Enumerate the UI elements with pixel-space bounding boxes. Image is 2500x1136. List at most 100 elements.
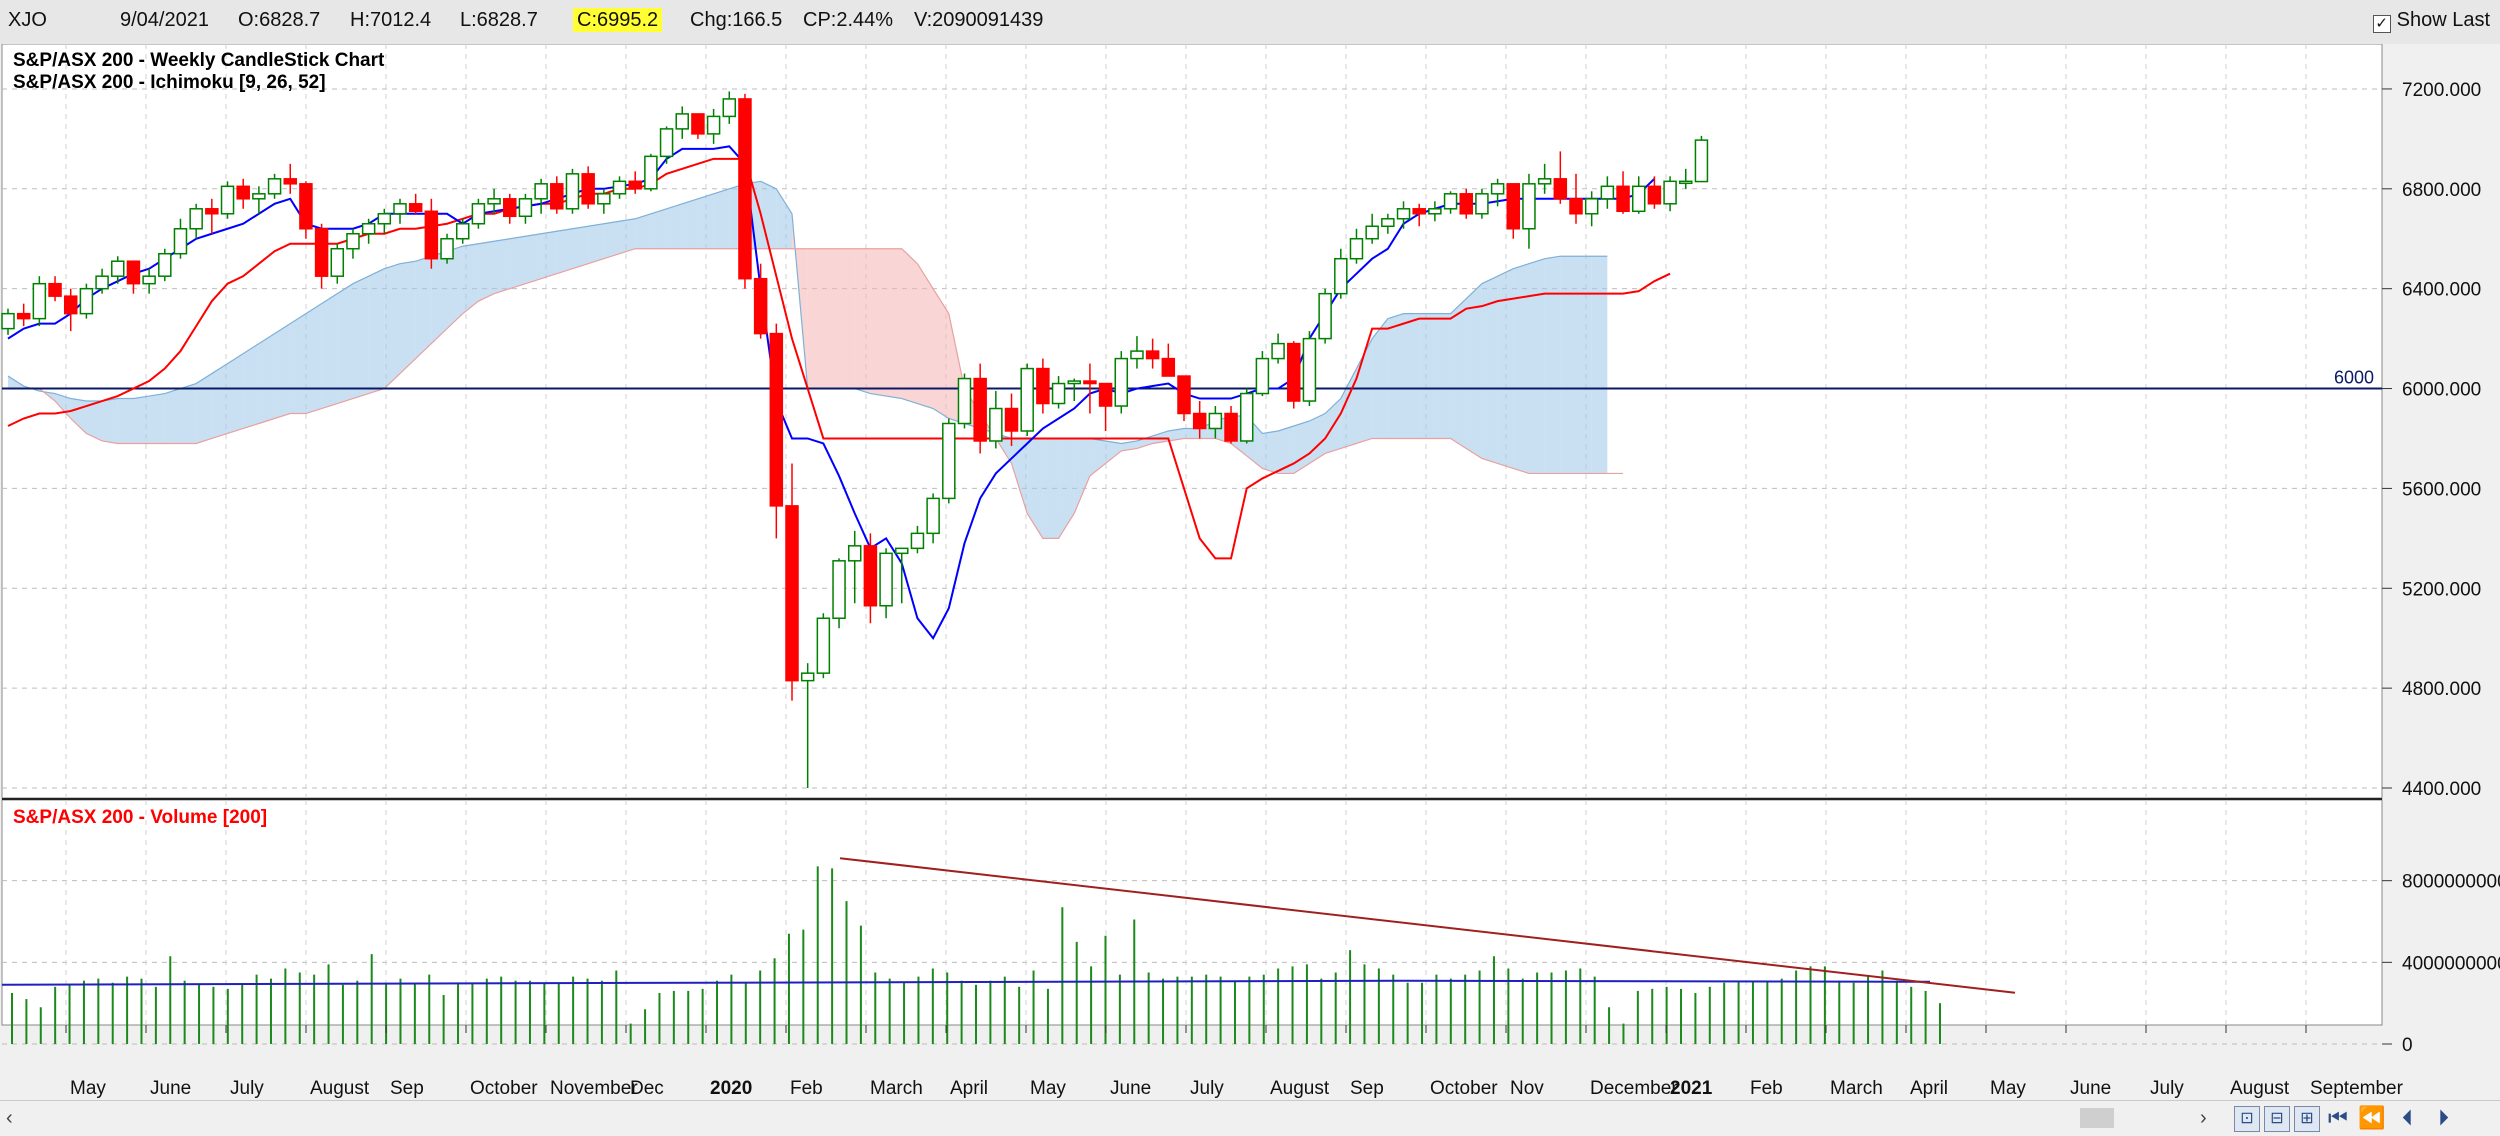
candle-body — [314, 228, 329, 277]
cloud-segment-bullish — [258, 333, 275, 424]
cloud-segment-bullish — [682, 198, 698, 249]
cloud-segment-bullish — [1074, 438, 1090, 514]
candle-up — [957, 373, 972, 429]
show-last-checkbox[interactable]: ✓ Show Last — [2372, 9, 2490, 33]
zoom-fit-icon[interactable]: ⊡ — [2234, 1106, 2260, 1132]
candle-body — [769, 332, 784, 507]
candle-up — [1130, 336, 1144, 369]
zoom-in-icon[interactable]: ⊞ — [2294, 1106, 2320, 1132]
candle-body — [706, 115, 721, 135]
candle-body — [1553, 178, 1568, 200]
scroll-back-icon[interactable]: ⏪ — [2358, 1105, 2386, 1130]
candle-body — [1271, 342, 1285, 360]
scroll-left-icon[interactable]: ‹ — [6, 1107, 13, 1129]
cloud-segment-bullish — [1497, 268, 1514, 469]
candle-body — [503, 198, 517, 218]
scroll-thumb[interactable] — [2080, 1108, 2114, 1128]
candle-body — [1224, 412, 1238, 442]
candle-up — [895, 547, 909, 604]
horizontal-line-label: 6000 — [2334, 368, 2374, 388]
scroll-first-icon[interactable]: ⏮ — [2328, 1105, 2348, 1130]
candle-up — [1475, 188, 1489, 219]
candle-up — [1694, 135, 1709, 183]
cloud-segment-bearish — [886, 248, 902, 399]
candle-body — [1004, 407, 1019, 432]
candle-body — [1428, 208, 1442, 215]
candle-body — [1647, 185, 1662, 205]
cloud-segment-bearish — [917, 263, 934, 409]
checkbox-check-icon[interactable]: ✓ — [2372, 15, 2391, 33]
candle-up — [832, 558, 846, 629]
candle-body — [1098, 382, 1113, 407]
low-label: L:6828.7 — [460, 9, 538, 31]
cloud-segment-bullish — [760, 181, 777, 249]
cloud-segment-bullish — [243, 343, 259, 429]
candle-up — [1067, 378, 1081, 402]
candle-up — [1663, 176, 1677, 212]
candle-up — [158, 248, 172, 282]
cloud-segment-bullish — [274, 323, 291, 419]
candle-body — [816, 617, 831, 674]
candle-body — [581, 173, 595, 205]
candle-body — [1192, 412, 1207, 430]
candle-down — [1004, 393, 1019, 446]
candle-body — [299, 183, 313, 230]
candle-body — [926, 497, 940, 535]
change-label: Chg:166.5 — [690, 9, 783, 31]
candle-down — [550, 176, 564, 214]
cloud-segment-bullish — [1027, 438, 1043, 539]
candle-up — [1522, 173, 1536, 249]
candle-up — [910, 525, 925, 554]
cloud-segment-bullish — [1152, 430, 1169, 444]
candle-up — [1584, 191, 1599, 227]
candle-body — [111, 260, 125, 277]
cloud-segment-bullish — [211, 363, 228, 439]
cloud-segment-bullish — [776, 188, 792, 249]
volume-trendline — [839, 857, 2016, 994]
cloud-segment-bullish — [1481, 276, 1498, 464]
candle-up — [1396, 201, 1411, 229]
candle-body — [1381, 218, 1395, 228]
price-axis-label: 6800.000 — [2402, 180, 2481, 201]
step-back-icon[interactable]: ⏴ — [2402, 1105, 2414, 1130]
candle-down — [1412, 203, 1426, 227]
candle-down — [1098, 382, 1113, 431]
time-axis-label: Nov — [1510, 1078, 1544, 1099]
time-axis-label: July — [230, 1078, 264, 1099]
cloud-segment-bullish — [697, 193, 714, 249]
candle-down — [1459, 188, 1473, 219]
cloud-segment-bullish — [431, 251, 448, 344]
step-forward-icon[interactable]: ⏵ — [2438, 1105, 2450, 1130]
candle-up — [800, 663, 815, 789]
candle-up — [1334, 248, 1348, 299]
candle-body — [377, 213, 392, 225]
candle-body — [346, 232, 360, 250]
horizontal-scrollbar[interactable]: ‹ › ⊡ ⊟ ⊞ ⏮ ⏪ ⏴ ⏵ — [0, 1100, 2500, 1136]
cloud-segment-bearish — [933, 288, 949, 419]
candle-down — [1287, 341, 1301, 409]
price-axis-label: 6000.000 — [2402, 380, 2481, 401]
candle-up — [32, 276, 47, 327]
price-axis-label: 5200.000 — [2402, 579, 2481, 600]
zoom-out-icon[interactable]: ⊟ — [2264, 1106, 2290, 1132]
cloud-segment-bullish — [509, 236, 526, 289]
candle-up — [79, 283, 94, 319]
time-axis-label: March — [870, 1078, 923, 1099]
cloud-segment-bullish — [1121, 440, 1137, 451]
price-panel — [1, 44, 2383, 799]
cloud-segment-bullish — [196, 373, 212, 444]
cloud-segment-bullish — [384, 263, 400, 389]
ichimoku-subtitle: S&P/ASX 200 - Ichimoku [9, 26, 52] — [13, 72, 326, 93]
candle-down — [628, 171, 642, 194]
candle-body — [659, 128, 674, 158]
candle-up — [1490, 178, 1505, 207]
candle-body — [158, 252, 172, 277]
candle-up — [518, 193, 533, 224]
cloud-segment-bullish — [541, 231, 557, 279]
candle-down — [581, 166, 595, 209]
candle-down — [236, 178, 250, 209]
price-axis-label: 6400.000 — [2402, 280, 2481, 301]
cloud-segment-bearish — [854, 248, 871, 394]
candle-down — [1192, 401, 1207, 439]
scroll-right-icon[interactable]: › — [2200, 1107, 2207, 1129]
